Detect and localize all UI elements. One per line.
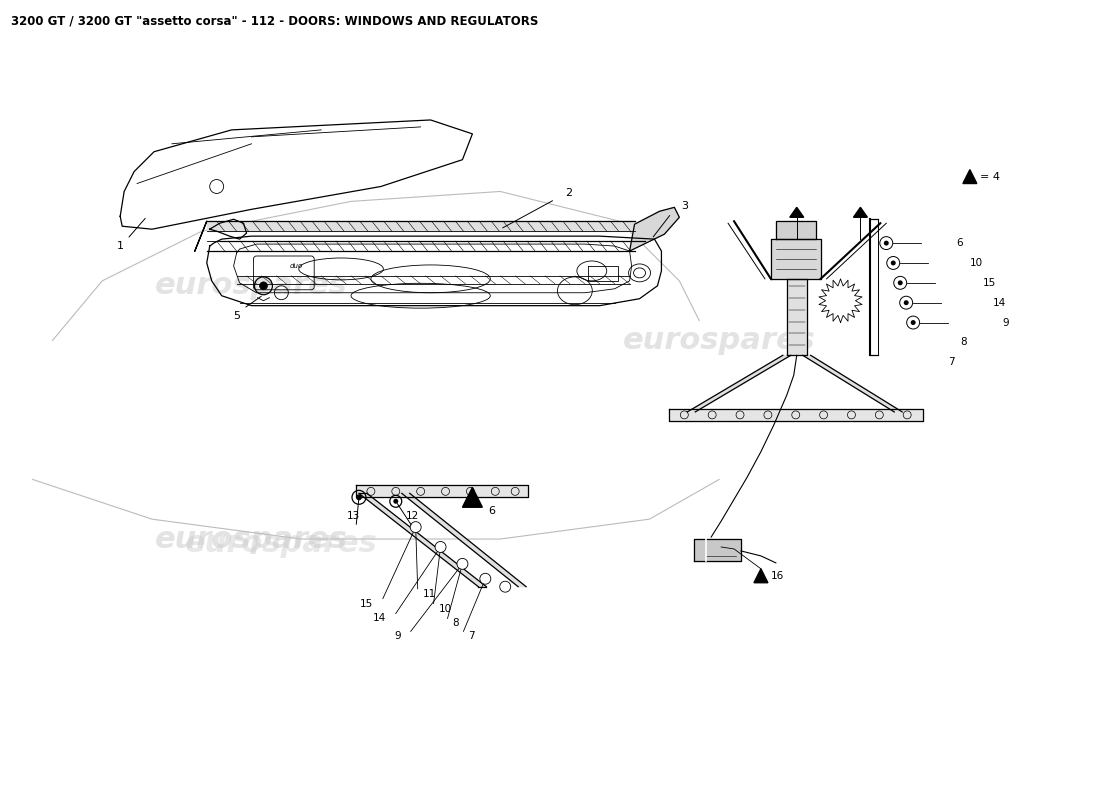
Text: 3: 3 bbox=[681, 202, 689, 211]
Text: eurospares: eurospares bbox=[185, 530, 377, 558]
Text: duo: duo bbox=[289, 263, 302, 269]
Text: = 4: = 4 bbox=[980, 171, 1000, 182]
Text: 8: 8 bbox=[452, 618, 459, 629]
Polygon shape bbox=[195, 222, 207, 251]
Circle shape bbox=[906, 316, 920, 329]
Polygon shape bbox=[854, 207, 868, 218]
Circle shape bbox=[900, 296, 913, 309]
Text: 5: 5 bbox=[233, 310, 240, 321]
Text: 12: 12 bbox=[406, 511, 419, 521]
Text: 14: 14 bbox=[993, 298, 1007, 308]
Polygon shape bbox=[694, 539, 741, 561]
Text: 15: 15 bbox=[982, 278, 997, 288]
Text: 8: 8 bbox=[960, 338, 967, 347]
Circle shape bbox=[894, 276, 906, 290]
Text: 9: 9 bbox=[394, 631, 400, 642]
Circle shape bbox=[260, 282, 267, 290]
Polygon shape bbox=[670, 409, 923, 421]
Text: 7: 7 bbox=[948, 358, 955, 367]
Circle shape bbox=[891, 261, 895, 266]
Circle shape bbox=[904, 300, 909, 305]
Circle shape bbox=[356, 494, 362, 500]
Circle shape bbox=[410, 522, 421, 533]
Text: 11: 11 bbox=[422, 589, 436, 598]
Text: eurospares: eurospares bbox=[623, 326, 815, 355]
Polygon shape bbox=[754, 569, 768, 582]
Text: 9: 9 bbox=[1003, 318, 1010, 327]
Text: 6: 6 bbox=[956, 238, 962, 248]
Circle shape bbox=[499, 582, 510, 592]
Circle shape bbox=[887, 257, 900, 270]
Polygon shape bbox=[803, 355, 902, 412]
Polygon shape bbox=[629, 207, 680, 251]
Polygon shape bbox=[462, 487, 482, 507]
Polygon shape bbox=[356, 486, 528, 498]
Polygon shape bbox=[790, 207, 804, 218]
Circle shape bbox=[394, 499, 398, 504]
Polygon shape bbox=[207, 222, 635, 231]
Text: 14: 14 bbox=[373, 614, 386, 623]
Text: 3200 GT / 3200 GT "assetto corsa" - 112 - DOORS: WINDOWS AND REGULATORS: 3200 GT / 3200 GT "assetto corsa" - 112 … bbox=[11, 14, 538, 28]
Circle shape bbox=[911, 320, 915, 325]
Circle shape bbox=[898, 280, 903, 286]
Polygon shape bbox=[786, 279, 806, 355]
Circle shape bbox=[480, 574, 491, 584]
Text: 10: 10 bbox=[970, 258, 983, 268]
Polygon shape bbox=[688, 355, 791, 412]
Text: eurospares: eurospares bbox=[155, 525, 348, 554]
Text: 2: 2 bbox=[565, 189, 572, 198]
Text: 6: 6 bbox=[488, 506, 495, 516]
Polygon shape bbox=[771, 239, 821, 279]
Circle shape bbox=[456, 558, 468, 570]
Text: 10: 10 bbox=[439, 603, 452, 614]
Text: 16: 16 bbox=[771, 570, 784, 581]
Text: 15: 15 bbox=[360, 598, 373, 609]
Text: 7: 7 bbox=[469, 631, 475, 642]
Text: 1: 1 bbox=[117, 241, 123, 251]
Polygon shape bbox=[359, 494, 486, 586]
Polygon shape bbox=[776, 222, 816, 239]
Circle shape bbox=[880, 237, 893, 250]
Text: eurospares: eurospares bbox=[155, 271, 348, 300]
Text: 13: 13 bbox=[346, 511, 360, 521]
Circle shape bbox=[883, 241, 889, 246]
Polygon shape bbox=[962, 170, 977, 183]
Circle shape bbox=[436, 542, 446, 553]
Polygon shape bbox=[402, 494, 526, 586]
